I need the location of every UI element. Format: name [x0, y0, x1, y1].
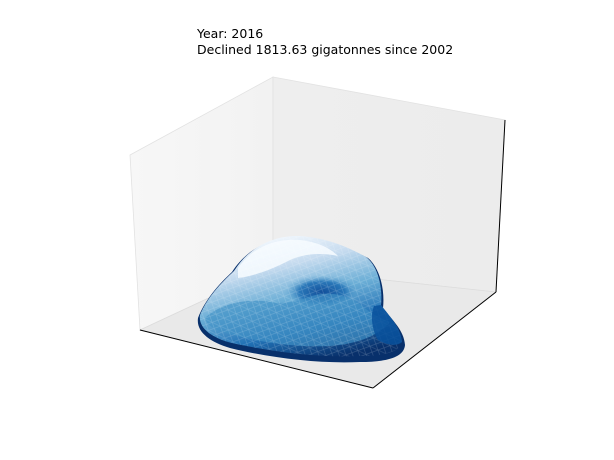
z-axis-line [495, 119, 506, 293]
y-axis-line [372, 291, 497, 389]
x-axis-line [139, 329, 374, 389]
title-year: Year: 2016 [197, 26, 264, 41]
title-decline: Declined 1813.63 gigatonnes since 2002 [197, 42, 454, 57]
surface-mesh [199, 235, 402, 357]
surface-plot [197, 235, 405, 363]
surface-right-flank [371, 305, 402, 345]
